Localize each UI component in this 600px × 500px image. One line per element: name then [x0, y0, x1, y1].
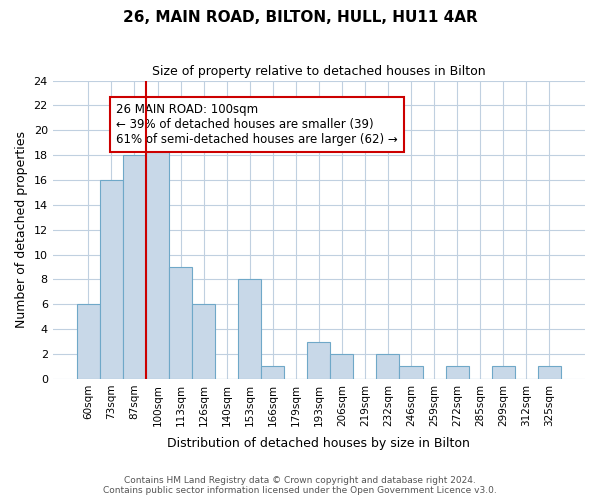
Bar — [307, 342, 331, 379]
Bar — [77, 304, 100, 379]
Bar — [100, 180, 123, 379]
Bar — [446, 366, 469, 379]
Bar — [146, 142, 169, 379]
Title: Size of property relative to detached houses in Bilton: Size of property relative to detached ho… — [152, 65, 485, 78]
Bar — [400, 366, 422, 379]
Bar — [376, 354, 400, 379]
Bar — [238, 280, 261, 379]
Bar — [123, 155, 146, 379]
Text: 26, MAIN ROAD, BILTON, HULL, HU11 4AR: 26, MAIN ROAD, BILTON, HULL, HU11 4AR — [122, 10, 478, 25]
X-axis label: Distribution of detached houses by size in Bilton: Distribution of detached houses by size … — [167, 437, 470, 450]
Bar — [169, 267, 192, 379]
Bar — [538, 366, 561, 379]
Bar — [192, 304, 215, 379]
Bar — [261, 366, 284, 379]
Y-axis label: Number of detached properties: Number of detached properties — [15, 131, 28, 328]
Bar — [491, 366, 515, 379]
Text: Contains HM Land Registry data © Crown copyright and database right 2024.
Contai: Contains HM Land Registry data © Crown c… — [103, 476, 497, 495]
Text: 26 MAIN ROAD: 100sqm
← 39% of detached houses are smaller (39)
61% of semi-detac: 26 MAIN ROAD: 100sqm ← 39% of detached h… — [116, 103, 398, 146]
Bar — [331, 354, 353, 379]
